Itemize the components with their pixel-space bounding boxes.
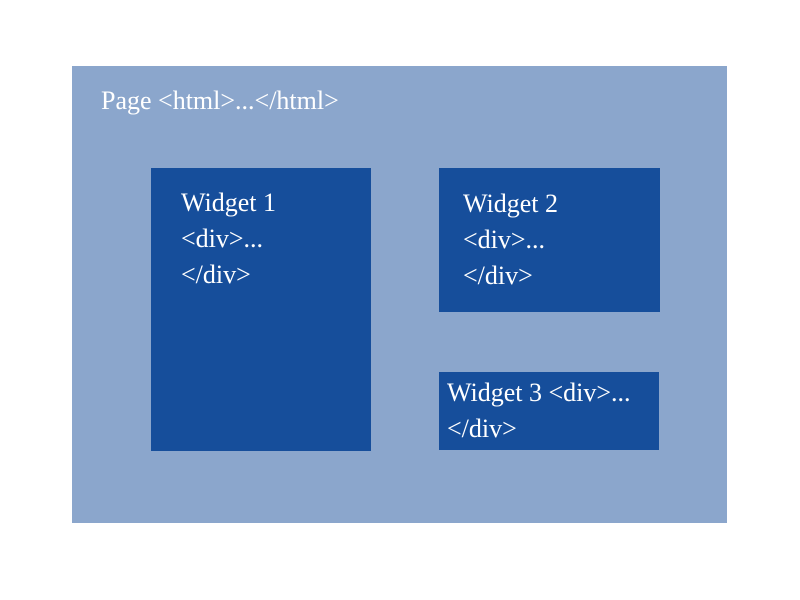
widget-2-title: Widget 2	[463, 189, 558, 218]
page-container: Page <html>...</html> Widget 1 <div>... …	[72, 66, 727, 523]
widget-1-open-tag: <div>...	[181, 224, 264, 253]
widget-1-box: Widget 1 <div>... </div>	[151, 168, 371, 451]
widget-2-open-tag: <div>...	[463, 225, 546, 254]
widget-2-box: Widget 2 <div>... </div>	[439, 168, 660, 312]
widget-1-title: Widget 1	[181, 188, 276, 217]
widget-3-box: Widget 3 <div>... </div>	[439, 372, 659, 450]
page-label: Page <html>...</html>	[101, 86, 339, 115]
widget-3-close-tag: </div>	[447, 414, 517, 443]
widget-1-close-tag: </div>	[181, 260, 251, 289]
widget-2-close-tag: </div>	[463, 261, 533, 290]
widget-3-first-line: Widget 3 <div>...	[447, 378, 631, 407]
